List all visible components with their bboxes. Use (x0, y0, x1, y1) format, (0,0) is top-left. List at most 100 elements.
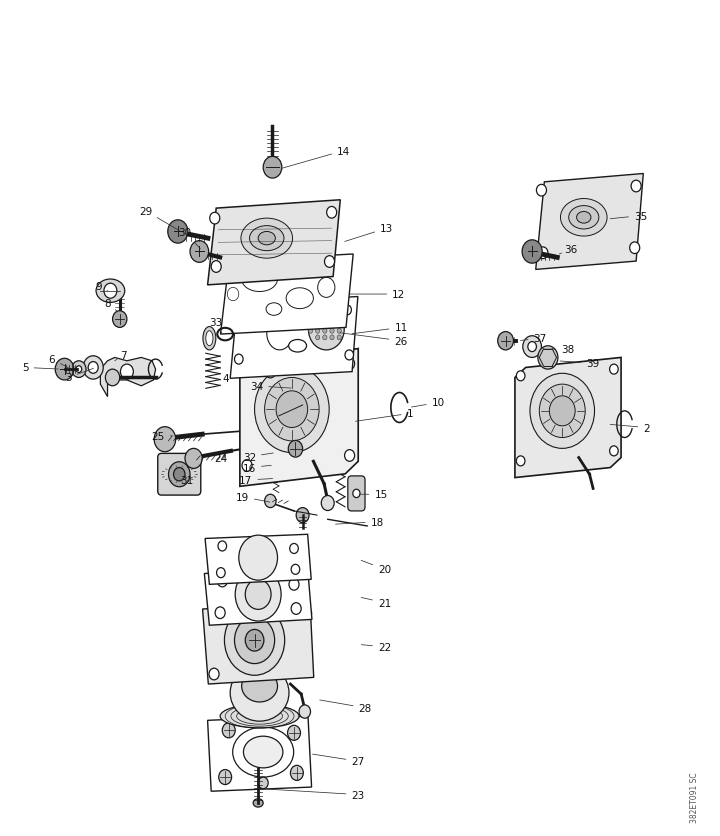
Circle shape (330, 329, 334, 334)
Circle shape (235, 617, 274, 664)
Circle shape (522, 241, 542, 264)
Polygon shape (207, 716, 312, 792)
Polygon shape (515, 358, 621, 478)
Polygon shape (202, 605, 314, 684)
Circle shape (154, 427, 176, 452)
Text: 3: 3 (65, 369, 94, 383)
Circle shape (315, 329, 320, 334)
Text: 26: 26 (340, 334, 408, 346)
Ellipse shape (560, 199, 607, 237)
Text: 38: 38 (544, 344, 574, 354)
Circle shape (337, 322, 341, 327)
Polygon shape (536, 174, 643, 270)
Text: 24: 24 (214, 453, 228, 463)
Circle shape (262, 446, 279, 466)
Polygon shape (253, 349, 359, 474)
Circle shape (112, 311, 127, 328)
Circle shape (287, 726, 300, 741)
Circle shape (330, 322, 334, 327)
Circle shape (549, 396, 575, 426)
Circle shape (516, 371, 525, 381)
Circle shape (538, 346, 558, 370)
Circle shape (299, 705, 310, 718)
Circle shape (264, 465, 277, 482)
Circle shape (308, 322, 312, 327)
FancyBboxPatch shape (158, 454, 201, 496)
Polygon shape (230, 297, 358, 379)
Circle shape (246, 630, 264, 651)
Circle shape (271, 471, 281, 482)
FancyBboxPatch shape (270, 429, 287, 456)
Circle shape (302, 608, 312, 619)
Text: 33: 33 (209, 317, 222, 334)
Text: 17: 17 (239, 476, 273, 486)
Circle shape (218, 542, 227, 551)
Polygon shape (220, 255, 354, 334)
Text: 27: 27 (312, 754, 364, 767)
Circle shape (242, 460, 252, 472)
Ellipse shape (250, 227, 284, 252)
Circle shape (337, 329, 341, 334)
FancyBboxPatch shape (348, 477, 365, 512)
Circle shape (190, 242, 209, 263)
Text: 11: 11 (352, 323, 408, 334)
Circle shape (215, 607, 225, 619)
Circle shape (539, 385, 585, 438)
Text: 10: 10 (412, 398, 445, 408)
Circle shape (222, 723, 235, 738)
Circle shape (516, 456, 525, 466)
Text: 1: 1 (356, 409, 413, 422)
Text: 2: 2 (611, 423, 650, 433)
Circle shape (530, 374, 595, 449)
Circle shape (219, 770, 232, 785)
Ellipse shape (241, 219, 292, 259)
Text: 28: 28 (320, 700, 372, 713)
Circle shape (528, 342, 536, 352)
Polygon shape (207, 201, 341, 286)
Ellipse shape (96, 280, 125, 303)
Ellipse shape (242, 670, 277, 702)
Circle shape (55, 359, 74, 380)
Text: 31: 31 (180, 476, 194, 486)
Circle shape (265, 365, 276, 379)
Ellipse shape (233, 727, 294, 777)
Circle shape (255, 366, 329, 453)
Text: 9: 9 (95, 282, 107, 292)
Circle shape (323, 329, 327, 334)
Text: 16: 16 (243, 463, 271, 473)
Text: 14: 14 (282, 146, 351, 169)
Circle shape (76, 366, 81, 373)
Circle shape (72, 361, 86, 378)
Text: 25: 25 (152, 431, 172, 441)
Circle shape (246, 579, 271, 609)
Ellipse shape (577, 212, 591, 224)
Text: 30: 30 (179, 228, 200, 249)
Circle shape (105, 370, 120, 386)
Text: 7: 7 (114, 350, 126, 361)
Text: 32: 32 (243, 452, 274, 462)
Circle shape (276, 391, 307, 428)
Circle shape (343, 305, 351, 315)
Circle shape (288, 441, 302, 457)
Polygon shape (204, 568, 312, 625)
Circle shape (610, 446, 618, 456)
Circle shape (211, 262, 221, 273)
Circle shape (327, 207, 337, 219)
Text: 29: 29 (139, 206, 180, 232)
Circle shape (210, 213, 220, 225)
Ellipse shape (206, 331, 213, 346)
Circle shape (209, 669, 219, 680)
Ellipse shape (569, 206, 599, 230)
Text: 39: 39 (560, 359, 599, 369)
Circle shape (225, 605, 284, 675)
Text: 13: 13 (345, 224, 393, 242)
Polygon shape (205, 535, 311, 584)
Ellipse shape (289, 340, 307, 353)
Circle shape (330, 315, 334, 320)
Text: 19: 19 (235, 492, 270, 502)
Text: 6: 6 (48, 354, 68, 369)
Circle shape (308, 308, 344, 350)
Ellipse shape (266, 303, 282, 316)
Text: 4: 4 (215, 374, 229, 384)
Circle shape (217, 575, 228, 587)
